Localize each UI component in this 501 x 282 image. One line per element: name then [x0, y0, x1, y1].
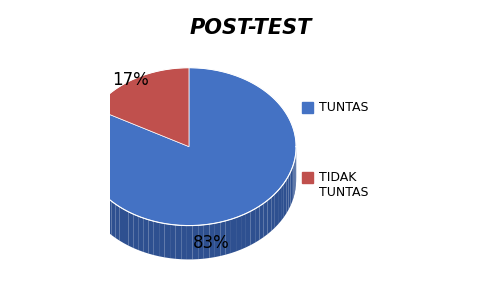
Polygon shape — [181, 225, 186, 259]
Polygon shape — [82, 153, 83, 191]
Polygon shape — [92, 181, 95, 218]
Polygon shape — [164, 224, 170, 258]
Polygon shape — [263, 200, 267, 237]
Polygon shape — [220, 221, 225, 256]
Polygon shape — [255, 206, 259, 243]
Polygon shape — [153, 221, 159, 256]
Polygon shape — [90, 177, 92, 215]
Polygon shape — [83, 161, 85, 199]
Polygon shape — [107, 198, 111, 235]
Polygon shape — [119, 207, 124, 243]
Polygon shape — [159, 222, 164, 257]
Polygon shape — [225, 219, 230, 255]
Polygon shape — [133, 214, 138, 250]
Text: POST-TEST: POST-TEST — [189, 18, 312, 38]
Polygon shape — [82, 68, 296, 226]
FancyBboxPatch shape — [301, 102, 313, 113]
Polygon shape — [267, 197, 271, 234]
Polygon shape — [259, 203, 263, 240]
Polygon shape — [85, 165, 86, 203]
Polygon shape — [186, 226, 192, 259]
Text: TUNTAS: TUNTAS — [318, 101, 367, 114]
Polygon shape — [283, 180, 286, 217]
Polygon shape — [82, 68, 296, 226]
Polygon shape — [274, 191, 278, 228]
Polygon shape — [245, 211, 250, 247]
Polygon shape — [240, 213, 245, 250]
Polygon shape — [148, 220, 153, 255]
Text: 83%: 83% — [193, 233, 229, 252]
Polygon shape — [86, 169, 88, 207]
Polygon shape — [292, 164, 293, 202]
Polygon shape — [111, 201, 115, 238]
Polygon shape — [115, 204, 119, 241]
Polygon shape — [95, 184, 98, 222]
Polygon shape — [278, 187, 281, 224]
Polygon shape — [170, 224, 175, 259]
Polygon shape — [101, 191, 104, 229]
FancyBboxPatch shape — [301, 172, 313, 183]
Polygon shape — [95, 68, 188, 147]
Polygon shape — [290, 168, 292, 206]
Polygon shape — [88, 173, 90, 211]
Polygon shape — [124, 210, 128, 246]
Polygon shape — [235, 216, 240, 252]
Text: 17%: 17% — [111, 70, 148, 89]
Polygon shape — [128, 212, 133, 248]
Polygon shape — [294, 156, 295, 194]
Polygon shape — [286, 176, 288, 213]
Polygon shape — [209, 223, 214, 258]
Polygon shape — [203, 224, 209, 259]
Polygon shape — [293, 160, 294, 198]
Polygon shape — [250, 209, 255, 245]
Polygon shape — [214, 222, 220, 257]
Polygon shape — [230, 218, 235, 253]
Polygon shape — [271, 194, 274, 231]
Polygon shape — [143, 218, 148, 254]
Text: TIDAK
TUNTAS: TIDAK TUNTAS — [318, 171, 367, 199]
Polygon shape — [175, 225, 181, 259]
Polygon shape — [198, 225, 203, 259]
Polygon shape — [281, 183, 283, 221]
Polygon shape — [192, 225, 198, 259]
Polygon shape — [288, 172, 290, 210]
Polygon shape — [104, 195, 107, 232]
Polygon shape — [95, 68, 188, 147]
Polygon shape — [98, 188, 101, 225]
Polygon shape — [138, 216, 143, 252]
